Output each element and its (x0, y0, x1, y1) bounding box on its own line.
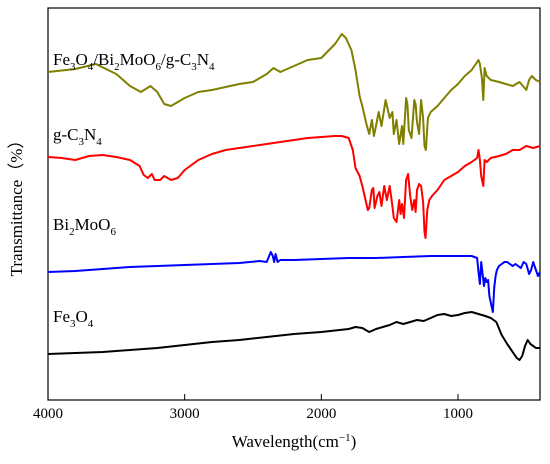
series-label: Bi2MoO6 (53, 215, 116, 238)
x-axis-label-main: Wavelength(cm (232, 432, 339, 451)
label-text: MoO (120, 50, 156, 69)
label-subscript: 4 (209, 61, 215, 73)
label-subscript: 6 (110, 226, 116, 238)
label-text: O (76, 50, 88, 69)
x-tick-label: 3000 (170, 406, 200, 422)
label-text: /g-C (161, 50, 191, 69)
x-tick-label: 2000 (306, 406, 336, 422)
label-subscript: 2 (114, 61, 120, 73)
series-line (47, 311, 540, 361)
label-subscript: 3 (79, 136, 85, 148)
plot-frame (47, 7, 541, 401)
label-subscript: 6 (155, 61, 161, 73)
label-text: Fe (53, 50, 70, 69)
label-text: /Bi (93, 50, 114, 69)
label-text: g-C (53, 125, 79, 144)
x-tick-label: 4000 (33, 406, 63, 422)
label-subscript: 2 (69, 226, 75, 238)
label-text: MoO (75, 215, 111, 234)
y-axis-label: Transmittance（%） (7, 132, 26, 277)
x-axis-label-close: ) (351, 432, 357, 451)
series-label: Fe3O4/Bi2MoO6/g-C3N4 (53, 50, 215, 73)
label-text: Fe (53, 307, 70, 326)
label-subscript: 4 (88, 61, 94, 73)
label-text: N (84, 125, 96, 144)
series-label: Fe3O4 (53, 307, 94, 330)
series-line (47, 135, 541, 239)
x-axis-label: Wavelength(cm−1) (232, 432, 357, 451)
x-tick-label: 1000 (443, 406, 473, 422)
series-line (47, 33, 541, 151)
label-text: N (197, 50, 209, 69)
label-text: Bi (53, 215, 69, 234)
x-axis-ticks: 4000 3000 2000 1000 (33, 394, 473, 422)
label-subscript: 4 (96, 136, 102, 148)
label-text: O (76, 307, 88, 326)
series-lines (47, 33, 541, 361)
label-subscript: 3 (70, 318, 76, 330)
label-subscript: 4 (88, 318, 94, 330)
series-label: g-C3N4 (53, 125, 102, 148)
label-subscript: 3 (70, 61, 76, 73)
x-axis-label-exponent: −1 (339, 432, 351, 444)
label-subscript: 3 (191, 61, 197, 73)
series-line (47, 251, 541, 313)
